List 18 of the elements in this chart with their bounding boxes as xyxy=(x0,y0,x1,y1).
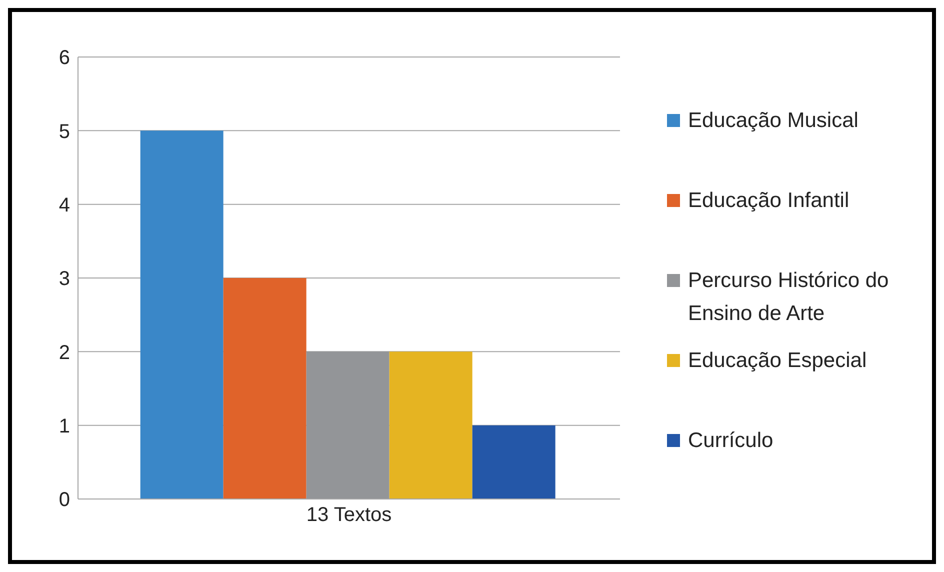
x-tick-label: 13 Textos xyxy=(306,504,392,526)
bar xyxy=(306,352,390,499)
y-tick-label: 1 xyxy=(58,415,70,438)
y-tick-label: 2 xyxy=(58,342,70,364)
y-tick-label: 3 xyxy=(58,268,70,290)
legend-label: Currículo xyxy=(688,428,774,454)
y-tick-label: 6 xyxy=(58,47,70,70)
bar xyxy=(472,425,556,499)
bar xyxy=(140,130,224,499)
bar xyxy=(223,278,306,499)
bar xyxy=(389,352,472,499)
y-tick-label: 5 xyxy=(58,120,70,143)
y-tick-label: 0 xyxy=(58,489,70,512)
y-tick-label: 4 xyxy=(58,194,70,216)
legend-label: Educação Infantil xyxy=(688,188,850,214)
legend-label: Percurso Histórico do Ensino de Arte xyxy=(688,268,890,327)
legend-label: Educação Especial xyxy=(688,348,867,374)
legend-label: Educação Musical xyxy=(688,108,858,134)
